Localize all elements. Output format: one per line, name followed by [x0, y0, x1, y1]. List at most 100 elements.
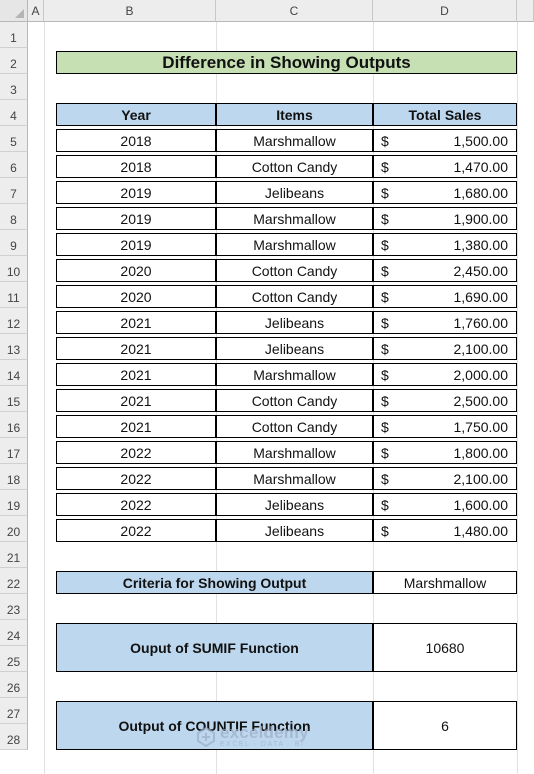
item-cell[interactable]: Cotton Candy	[216, 389, 373, 412]
item-cell[interactable]: Jelibeans	[216, 493, 373, 516]
row-header-5[interactable]: 5	[0, 126, 28, 152]
row-header-9[interactable]: 9	[0, 230, 28, 256]
row-header-18[interactable]: 18	[0, 464, 28, 490]
row-header-10[interactable]: 10	[0, 256, 28, 282]
item-cell[interactable]: Marshmallow	[216, 441, 373, 464]
sales-amount: 2,100.00	[453, 470, 509, 487]
table-header-total-sales[interactable]: Total Sales	[373, 103, 517, 126]
currency-symbol: $	[381, 132, 389, 149]
row-header-28[interactable]: 28	[0, 724, 28, 750]
item-cell[interactable]: Marshmallow	[216, 363, 373, 386]
total-sales-cell[interactable]: $1,480.00	[373, 519, 517, 542]
column-header-c[interactable]: C	[216, 0, 373, 22]
total-sales-cell[interactable]: $1,900.00	[373, 207, 517, 230]
item-cell[interactable]: Marshmallow	[216, 207, 373, 230]
row-header-25[interactable]: 25	[0, 646, 28, 672]
table-header-items[interactable]: Items	[216, 103, 373, 126]
total-sales-cell[interactable]: $2,100.00	[373, 337, 517, 360]
item-cell[interactable]: Marshmallow	[216, 233, 373, 256]
year-cell[interactable]: 2018	[56, 155, 216, 178]
year-cell[interactable]: 2019	[56, 233, 216, 256]
total-sales-cell[interactable]: $1,600.00	[373, 493, 517, 516]
row-header-20[interactable]: 20	[0, 516, 28, 542]
row-header-17[interactable]: 17	[0, 438, 28, 464]
item-cell[interactable]: Marshmallow	[216, 129, 373, 152]
year-cell[interactable]: 2021	[56, 415, 216, 438]
row-header-8[interactable]: 8	[0, 204, 28, 230]
currency-symbol: $	[381, 210, 389, 227]
currency-symbol: $	[381, 158, 389, 175]
total-sales-cell[interactable]: $2,450.00	[373, 259, 517, 282]
sheet-title[interactable]: Difference in Showing Outputs	[56, 51, 517, 74]
total-sales-cell[interactable]: $1,380.00	[373, 233, 517, 256]
row-header-1[interactable]: 1	[0, 22, 28, 48]
item-cell[interactable]: Jelibeans	[216, 311, 373, 334]
countif-label[interactable]: Output of COUNTIF Function	[56, 701, 373, 750]
column-header-a[interactable]: A	[28, 0, 44, 22]
item-cell[interactable]: Marshmallow	[216, 467, 373, 490]
total-sales-cell[interactable]: $2,100.00	[373, 467, 517, 490]
row-header-23[interactable]: 23	[0, 594, 28, 620]
row-header-21[interactable]: 21	[0, 542, 28, 568]
total-sales-cell[interactable]: $1,500.00	[373, 129, 517, 152]
watermark-tagline: EXCEL · DATA · BI	[220, 741, 305, 748]
row-header-26[interactable]: 26	[0, 672, 28, 698]
year-cell[interactable]: 2021	[56, 311, 216, 334]
year-cell[interactable]: 2022	[56, 493, 216, 516]
total-sales-cell[interactable]: $1,760.00	[373, 311, 517, 334]
year-cell[interactable]: 2018	[56, 129, 216, 152]
year-cell[interactable]: 2021	[56, 389, 216, 412]
row-header-12[interactable]: 12	[0, 308, 28, 334]
row-header-27[interactable]: 27	[0, 698, 28, 724]
item-cell[interactable]: Cotton Candy	[216, 285, 373, 308]
currency-symbol: $	[381, 340, 389, 357]
sales-amount: 2,500.00	[453, 392, 509, 409]
year-cell[interactable]: 2019	[56, 181, 216, 204]
total-sales-cell[interactable]: $2,500.00	[373, 389, 517, 412]
year-cell[interactable]: 2022	[56, 467, 216, 490]
row-header-2[interactable]: 2	[0, 48, 28, 74]
item-cell[interactable]: Jelibeans	[216, 181, 373, 204]
total-sales-cell[interactable]: $1,680.00	[373, 181, 517, 204]
row-header-3[interactable]: 3	[0, 74, 28, 100]
row-header-11[interactable]: 11	[0, 282, 28, 308]
sumif-label[interactable]: Ouput of SUMIF Function	[56, 623, 373, 672]
row-header-6[interactable]: 6	[0, 152, 28, 178]
row-header-15[interactable]: 15	[0, 386, 28, 412]
total-sales-cell[interactable]: $1,470.00	[373, 155, 517, 178]
year-cell[interactable]: 2022	[56, 441, 216, 464]
row-header-24[interactable]: 24	[0, 620, 28, 646]
sumif-value[interactable]: 10680	[373, 623, 517, 672]
total-sales-cell[interactable]: $2,000.00	[373, 363, 517, 386]
select-all-corner[interactable]	[0, 0, 28, 22]
currency-symbol: $	[381, 522, 389, 539]
year-cell[interactable]: 2020	[56, 259, 216, 282]
countif-value[interactable]: 6	[373, 701, 517, 750]
row-header-7[interactable]: 7	[0, 178, 28, 204]
column-header-b[interactable]: B	[44, 0, 216, 22]
table-header-year[interactable]: Year	[56, 103, 216, 126]
item-cell[interactable]: Cotton Candy	[216, 415, 373, 438]
currency-symbol: $	[381, 288, 389, 305]
column-header-d[interactable]: D	[373, 0, 517, 22]
row-header-16[interactable]: 16	[0, 412, 28, 438]
item-cell[interactable]: Jelibeans	[216, 519, 373, 542]
row-header-22[interactable]: 22	[0, 568, 28, 594]
item-cell[interactable]: Cotton Candy	[216, 259, 373, 282]
year-cell[interactable]: 2020	[56, 285, 216, 308]
year-cell[interactable]: 2022	[56, 519, 216, 542]
total-sales-cell[interactable]: $1,690.00	[373, 285, 517, 308]
item-cell[interactable]: Jelibeans	[216, 337, 373, 360]
criteria-label[interactable]: Criteria for Showing Output	[56, 571, 373, 594]
total-sales-cell[interactable]: $1,750.00	[373, 415, 517, 438]
year-cell[interactable]: 2021	[56, 363, 216, 386]
criteria-value[interactable]: Marshmallow	[373, 571, 517, 594]
total-sales-cell[interactable]: $1,800.00	[373, 441, 517, 464]
row-header-14[interactable]: 14	[0, 360, 28, 386]
year-cell[interactable]: 2021	[56, 337, 216, 360]
row-header-19[interactable]: 19	[0, 490, 28, 516]
item-cell[interactable]: Cotton Candy	[216, 155, 373, 178]
row-header-13[interactable]: 13	[0, 334, 28, 360]
year-cell[interactable]: 2019	[56, 207, 216, 230]
row-header-4[interactable]: 4	[0, 100, 28, 126]
